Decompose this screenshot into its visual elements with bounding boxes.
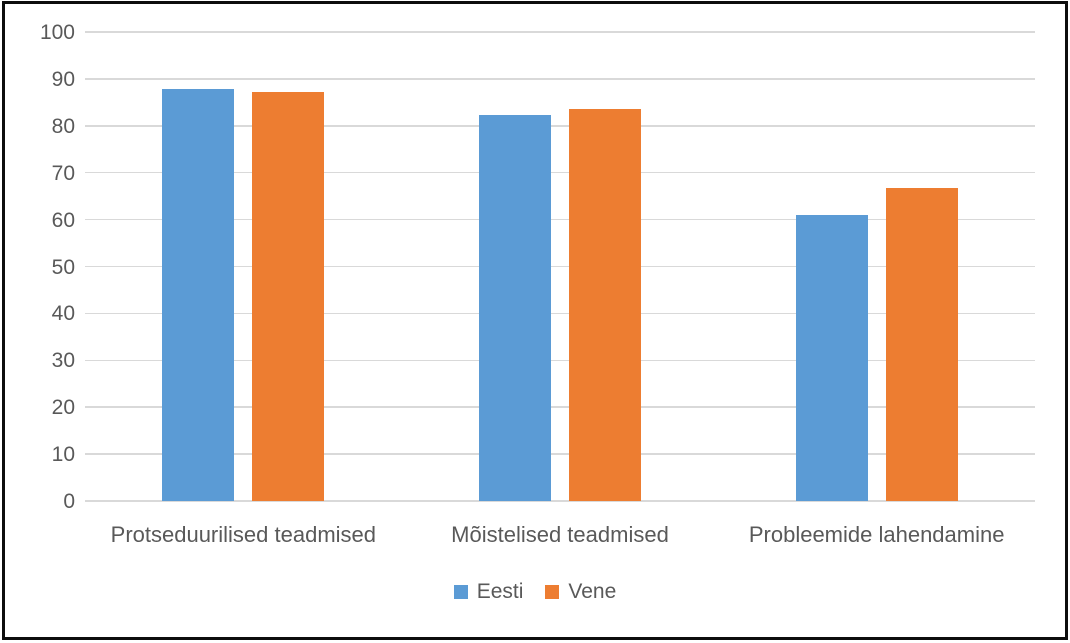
y-axis-tick-label: 100	[39, 21, 75, 44]
plot-area	[85, 31, 1035, 502]
gridline-y90	[85, 78, 1035, 80]
legend-label: Eesti	[476, 580, 524, 603]
bar-vene-category-1	[252, 92, 325, 501]
legend-label: Vene	[568, 580, 617, 603]
gridline-y30	[85, 359, 1035, 362]
x-axis-category-label: Probleemide lahendamine	[748, 522, 1005, 547]
gridline-y10	[85, 453, 1035, 455]
gridline-y100	[85, 31, 1035, 33]
legend-swatch-icon	[545, 584, 560, 599]
y-axis-tick-label: 10	[51, 443, 75, 467]
y-axis-tick-label: 40	[51, 302, 75, 326]
y-axis-tick-label: 0	[63, 490, 75, 513]
gridline-y20	[85, 406, 1035, 408]
gridline-y50	[85, 265, 1035, 268]
bar-vene-category-3	[885, 187, 958, 501]
gridline-y60	[85, 218, 1035, 221]
x-axis-category-label: Protseduurilised teadmised	[110, 522, 377, 547]
y-axis-tick-label: 50	[51, 255, 75, 279]
gridline-y70	[85, 171, 1035, 174]
bar-eesti-category-1	[162, 89, 235, 501]
y-axis-tick-label: 70	[51, 161, 75, 185]
bar-vene-category-2	[569, 109, 641, 501]
gridline-y80	[85, 125, 1035, 127]
bar-eesti-category-2	[479, 115, 551, 501]
y-axis-tick-label: 20	[51, 396, 75, 420]
gridline-y40	[85, 312, 1035, 315]
legend-item-vene: Vene	[545, 581, 616, 602]
bar-eesti-category-3	[795, 215, 868, 501]
y-axis-tick-label: 80	[51, 114, 75, 138]
y-axis-tick-label: 30	[51, 349, 75, 373]
legend: Eesti Vene	[0, 581, 1070, 602]
legend-item-eesti: Eesti	[453, 580, 524, 603]
y-axis-tick-label: 60	[51, 208, 75, 232]
y-axis-tick-label: 90	[51, 67, 75, 91]
legend-swatch-icon	[453, 584, 468, 599]
x-axis-category-label: Mõistelised teadmised	[451, 522, 669, 547]
gridline-y0	[85, 500, 1035, 502]
